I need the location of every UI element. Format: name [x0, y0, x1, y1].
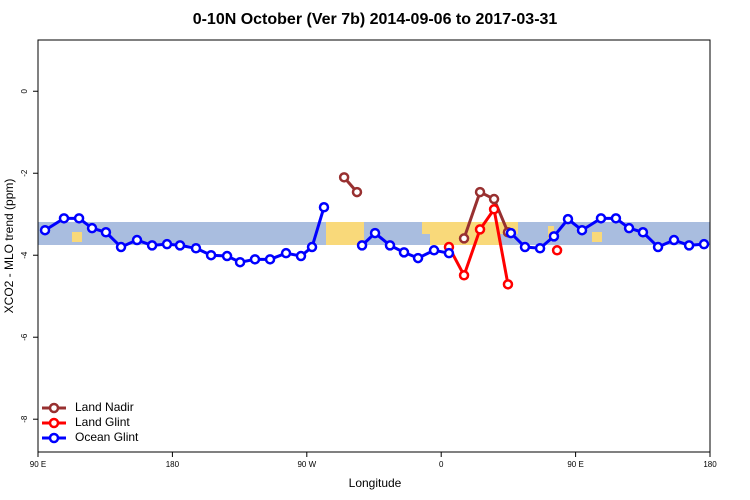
- data-point: [623, 222, 635, 234]
- chart-title: 0-10N October (Ver 7b) 2014-09-06 to 201…: [193, 11, 558, 28]
- plot-frame: [37, 39, 711, 453]
- x-tick-label: 90 E: [567, 460, 583, 469]
- data-point: [683, 240, 695, 251]
- data-point: [249, 254, 261, 265]
- data-point: [115, 241, 127, 253]
- series-line: [462, 189, 510, 239]
- x-axis-label: Longitude: [349, 476, 402, 490]
- y-tick-label: -2: [20, 169, 29, 177]
- data-point: [458, 233, 470, 244]
- data-point: [131, 234, 143, 246]
- data-point: [384, 240, 396, 251]
- x-tick-label: 0: [439, 460, 444, 469]
- data-point: [548, 231, 560, 242]
- data-point: [318, 202, 330, 213]
- data-point: [264, 254, 276, 265]
- legend-marker: [48, 417, 60, 429]
- data-point: [234, 256, 246, 268]
- y-tick-label: -8: [20, 415, 29, 423]
- data-point: [338, 172, 350, 183]
- y-tick-label: 0: [20, 88, 29, 93]
- data-point: [534, 243, 546, 254]
- data-point: [562, 213, 574, 225]
- data-point: [295, 250, 307, 262]
- data-point: [356, 240, 368, 251]
- data-point: [306, 241, 318, 253]
- y-tick-label: -4: [20, 251, 29, 259]
- data-point: [551, 245, 563, 256]
- x-tick-label: 180: [166, 460, 180, 469]
- data-point: [505, 227, 517, 239]
- data-point: [595, 213, 607, 224]
- x-tick-label: 180: [703, 460, 717, 469]
- data-point: [474, 186, 486, 198]
- data-point: [637, 227, 649, 238]
- legend-label: Land Nadir: [75, 400, 134, 414]
- data-point: [610, 213, 622, 224]
- y-axis-label: XCO2 - MLO trend (ppm): [2, 179, 16, 314]
- legend-marker: [48, 432, 60, 444]
- data-point: [161, 238, 173, 250]
- series-line: [447, 205, 510, 285]
- data-point: [668, 234, 680, 246]
- legend-marker: [48, 402, 60, 414]
- data-point: [351, 186, 363, 198]
- data-point: [428, 245, 440, 256]
- x-tick-label: 90 W: [297, 460, 316, 469]
- data-point: [39, 224, 51, 236]
- data-point: [519, 241, 531, 253]
- data-point: [205, 249, 217, 261]
- data-point: [443, 247, 455, 259]
- data-point: [488, 204, 500, 215]
- data-point: [280, 247, 292, 259]
- data-point: [576, 224, 588, 236]
- data-point: [502, 279, 514, 290]
- data-point: [474, 224, 486, 235]
- data-point: [458, 270, 470, 281]
- legend-label: Ocean Glint: [75, 430, 139, 444]
- data-point: [174, 240, 186, 251]
- data-point: [221, 250, 233, 262]
- data-point: [369, 227, 381, 239]
- data-point: [652, 241, 664, 253]
- data-point: [412, 252, 424, 264]
- data-point: [190, 243, 202, 254]
- data-point: [398, 247, 410, 258]
- data-point: [100, 227, 112, 238]
- data-point: [86, 222, 98, 234]
- data-point: [146, 240, 158, 251]
- data-point: [58, 213, 70, 224]
- data-point: [488, 193, 500, 205]
- x-tick-label: 90 E: [30, 460, 46, 469]
- legend-label: Land Glint: [75, 415, 130, 429]
- data-point: [698, 238, 710, 250]
- y-tick-label: -6: [20, 333, 29, 341]
- data-point: [73, 213, 85, 224]
